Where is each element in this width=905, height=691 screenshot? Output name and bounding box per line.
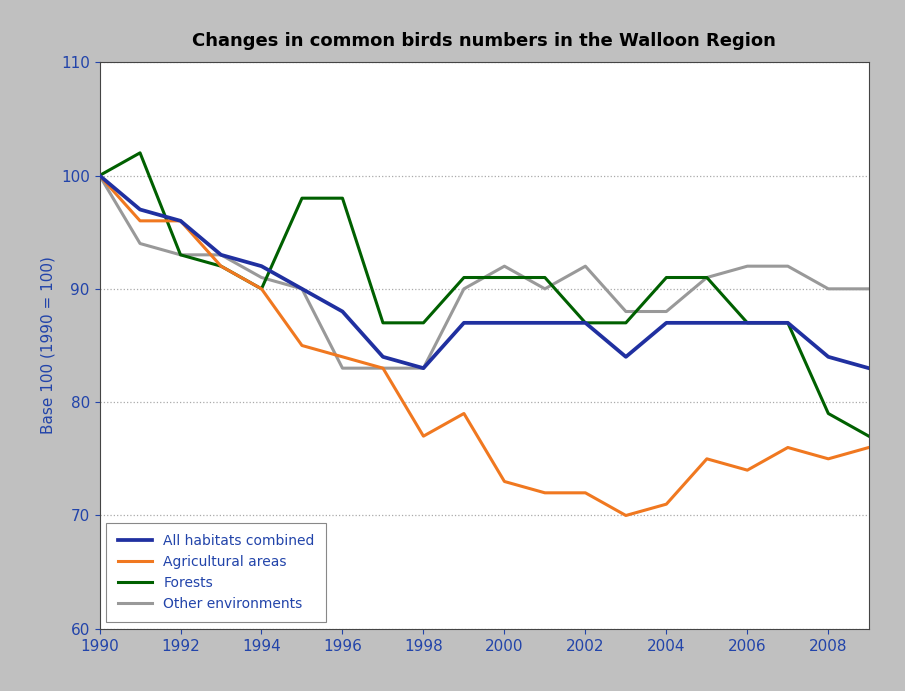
Other environments	[418, 364, 429, 372]
Agricultural areas	[621, 511, 632, 520]
Y-axis label: Base 100 (1990 = 100): Base 100 (1990 = 100)	[41, 256, 55, 435]
All habitats combined	[539, 319, 550, 327]
Agricultural areas	[539, 489, 550, 497]
All habitats combined	[94, 171, 105, 180]
Agricultural areas	[337, 352, 348, 361]
Forests	[418, 319, 429, 327]
Forests	[823, 409, 834, 417]
All habitats combined	[175, 217, 186, 225]
Other environments	[94, 171, 105, 180]
Forests	[377, 319, 388, 327]
Other environments	[580, 262, 591, 270]
Forests	[783, 319, 794, 327]
All habitats combined	[499, 319, 510, 327]
Other environments	[621, 307, 632, 316]
All habitats combined	[742, 319, 753, 327]
All habitats combined	[701, 319, 712, 327]
Forests	[256, 285, 267, 293]
Agricultural areas	[459, 409, 470, 417]
All habitats combined	[783, 319, 794, 327]
All habitats combined	[215, 251, 226, 259]
Other environments	[297, 285, 308, 293]
Agricultural areas	[701, 455, 712, 463]
Other environments	[742, 262, 753, 270]
Other environments	[499, 262, 510, 270]
Agricultural areas	[783, 444, 794, 452]
Forests	[94, 171, 105, 180]
All habitats combined	[418, 364, 429, 372]
Other environments	[823, 285, 834, 293]
Forests	[337, 194, 348, 202]
Other environments	[701, 274, 712, 282]
Line: Forests: Forests	[100, 153, 869, 436]
All habitats combined	[863, 364, 874, 372]
All habitats combined	[135, 205, 146, 214]
Agricultural areas	[297, 341, 308, 350]
Forests	[499, 274, 510, 282]
Other environments	[135, 239, 146, 247]
Forests	[297, 194, 308, 202]
Other environments	[539, 285, 550, 293]
Legend: All habitats combined, Agricultural areas, Forests, Other environments: All habitats combined, Agricultural area…	[107, 523, 326, 622]
Other environments	[215, 251, 226, 259]
Other environments	[783, 262, 794, 270]
Agricultural areas	[256, 285, 267, 293]
Agricultural areas	[742, 466, 753, 474]
Agricultural areas	[215, 262, 226, 270]
All habitats combined	[377, 352, 388, 361]
Forests	[135, 149, 146, 157]
Line: All habitats combined: All habitats combined	[100, 176, 869, 368]
Forests	[621, 319, 632, 327]
Other environments	[377, 364, 388, 372]
All habitats combined	[297, 285, 308, 293]
Title: Changes in common birds numbers in the Walloon Region: Changes in common birds numbers in the W…	[192, 32, 776, 50]
Agricultural areas	[580, 489, 591, 497]
Other environments	[459, 285, 470, 293]
Agricultural areas	[418, 432, 429, 440]
All habitats combined	[580, 319, 591, 327]
Agricultural areas	[823, 455, 834, 463]
Forests	[661, 274, 672, 282]
All habitats combined	[823, 352, 834, 361]
Other environments	[337, 364, 348, 372]
Agricultural areas	[135, 217, 146, 225]
Other environments	[256, 274, 267, 282]
Agricultural areas	[175, 217, 186, 225]
All habitats combined	[621, 352, 632, 361]
Forests	[175, 251, 186, 259]
Forests	[459, 274, 470, 282]
Forests	[701, 274, 712, 282]
Agricultural areas	[94, 171, 105, 180]
Agricultural areas	[377, 364, 388, 372]
Forests	[863, 432, 874, 440]
All habitats combined	[459, 319, 470, 327]
Agricultural areas	[499, 477, 510, 486]
All habitats combined	[256, 262, 267, 270]
Forests	[742, 319, 753, 327]
Forests	[215, 262, 226, 270]
Agricultural areas	[661, 500, 672, 509]
Other environments	[661, 307, 672, 316]
Line: Other environments: Other environments	[100, 176, 869, 368]
Other environments	[863, 285, 874, 293]
Other environments	[175, 251, 186, 259]
Forests	[539, 274, 550, 282]
All habitats combined	[337, 307, 348, 316]
Forests	[580, 319, 591, 327]
Agricultural areas	[863, 444, 874, 452]
All habitats combined	[661, 319, 672, 327]
Line: Agricultural areas: Agricultural areas	[100, 176, 869, 515]
